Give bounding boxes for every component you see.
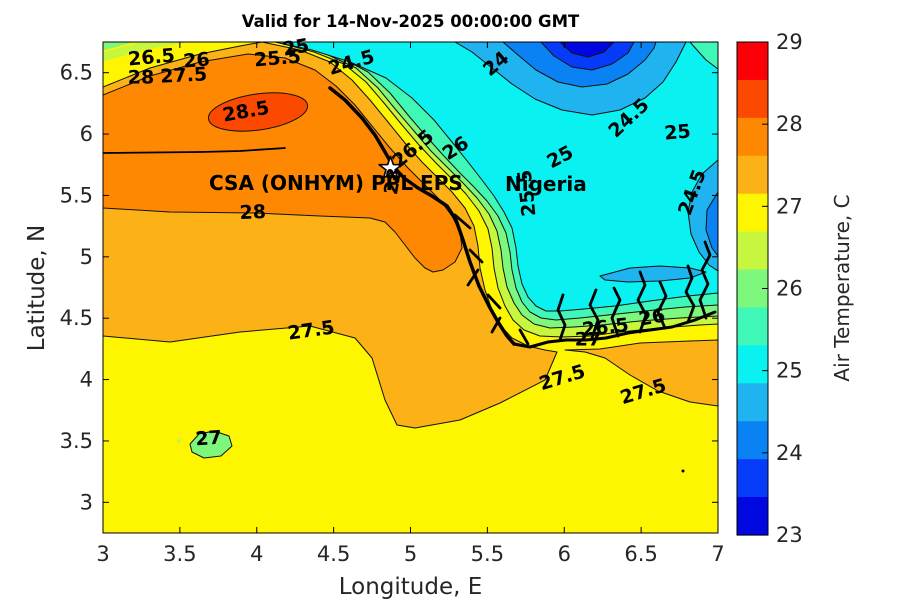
x-axis-label: Longitude, E [338, 574, 483, 600]
colorbar-tick-label: 29 [776, 30, 803, 54]
contour-label: 27 [575, 329, 601, 351]
axes [102, 41, 719, 534]
svg-text:6.5: 6.5 [624, 542, 657, 566]
contour-label: 27.5 [160, 63, 208, 87]
contour-label: 26 [182, 48, 210, 72]
colorbar-tick-label: 26 [776, 277, 803, 301]
svg-text:4.5: 4.5 [60, 306, 93, 330]
contour-label: 27 [195, 427, 223, 451]
rivers-coastline [103, 86, 717, 349]
y-axis-label: Latitude, N [24, 224, 50, 352]
temperature-field [103, 42, 718, 533]
svg-text:7: 7 [711, 542, 724, 566]
plot-title: Valid for 14-Nov-2025 00:00:00 GMT [241, 12, 580, 31]
contour-label: 25 [281, 34, 311, 60]
colorbar-tick-label: 27 [776, 194, 803, 218]
colorbar-label: Air Temperature, C [830, 194, 854, 382]
svg-text:5: 5 [404, 542, 417, 566]
colorbar-tick-label: 24 [776, 441, 803, 465]
svg-text:3.5: 3.5 [163, 542, 196, 566]
contour-label: 26.5 [581, 314, 630, 341]
svg-text:6: 6 [80, 122, 93, 146]
contour-label: 25.5 [514, 169, 541, 218]
colorbar-tick-label: 28 [776, 112, 803, 136]
svg-text:3: 3 [80, 490, 93, 514]
contour-label: 28 [128, 67, 154, 89]
contour-label: 26 [637, 304, 667, 330]
svg-text:3: 3 [96, 542, 109, 566]
contour-label: 28 [380, 167, 406, 197]
svg-text:4.5: 4.5 [317, 542, 350, 566]
colorbar-tick-label: 23 [776, 523, 803, 547]
svg-text:4: 4 [80, 368, 93, 392]
svg-text:6.5: 6.5 [60, 61, 93, 85]
svg-text:6: 6 [558, 542, 571, 566]
colorbar: 29 28 27 26 25 24 23 [736, 30, 803, 547]
svg-text:3.5: 3.5 [60, 429, 93, 453]
contour-label: 26.5 [127, 45, 176, 71]
site-annotation: CSA (ONHYM) PPL EPS [209, 171, 463, 195]
contour-label: 28 [239, 201, 266, 224]
country-annotation: Nigeria [505, 172, 587, 196]
site-star-marker [378, 155, 403, 179]
svg-text:5: 5 [80, 245, 93, 269]
contour-label: 25 [663, 120, 691, 144]
svg-text:5.5: 5.5 [60, 183, 93, 207]
tick-labels: 3 3.5 4 4.5 5 5.5 6 6.5 7 3 3.5 4 4.5 5 5.5 6 6.5 [60, 61, 725, 566]
colorbar-tick-label: 25 [776, 359, 803, 383]
svg-text:4: 4 [250, 542, 263, 566]
contour-label: 25.5 [253, 46, 302, 72]
svg-text:5.5: 5.5 [471, 542, 504, 566]
